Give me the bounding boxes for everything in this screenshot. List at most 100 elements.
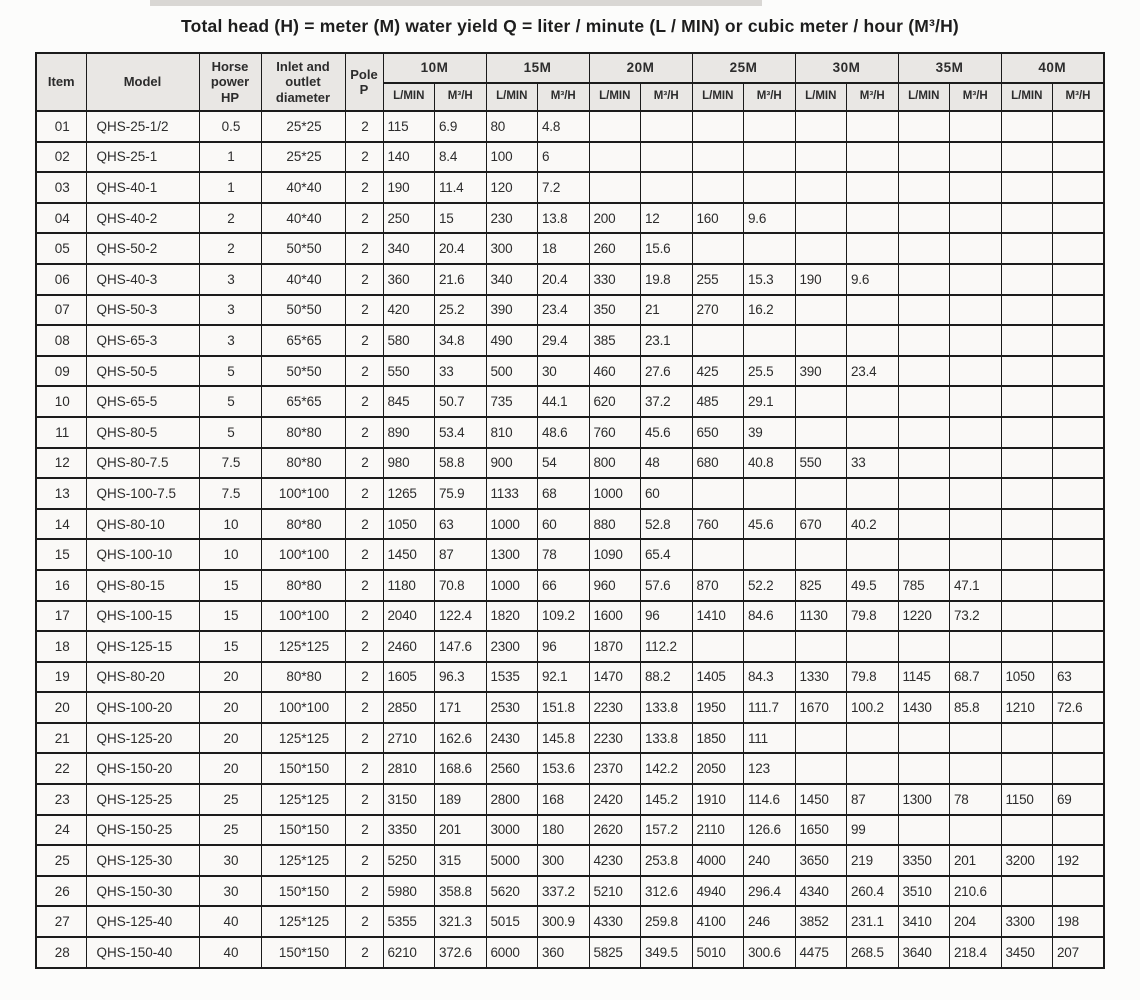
cell-item: 02 (35, 140, 87, 174)
cell-pole: 2 (344, 813, 384, 847)
cell-m3h-value: 78 (949, 783, 1002, 816)
cell-m3h-value: 58.8 (434, 446, 487, 480)
cell-m3h-value (846, 201, 899, 235)
cell-lmin-value: 3350 (897, 844, 950, 877)
cell-model: QHS-80-5 (85, 415, 200, 449)
cell-m3h-value: 50.7 (434, 385, 487, 418)
cell-hp: 25 (198, 783, 262, 816)
cell-lmin-value: 1330 (794, 660, 847, 694)
cell-m3h-value: 180 (537, 813, 590, 847)
cell-diameter: 40*40 (260, 201, 346, 235)
table-row: 18 QHS-125-15 15 125*125 2 2460 147.6 2300 96 187… (35, 630, 1105, 663)
cell-lmin-value: 1000 (588, 477, 641, 510)
cell-m3h-value: 16.2 (743, 293, 796, 327)
cell-lmin-value (1000, 415, 1053, 449)
cell-lmin-value: 115 (382, 110, 435, 143)
cell-m3h-value: 48.6 (537, 415, 590, 449)
cell-m3h-value: 358.8 (434, 874, 487, 908)
table-row: 15 QHS-100-10 10 100*100 2 1450 87 1300 78 1090 65… (35, 538, 1105, 571)
cell-lmin-value (1000, 874, 1053, 908)
cell-lmin-value: 260 (588, 232, 641, 265)
cell-lmin-value (794, 752, 847, 786)
cell-lmin-value: 4100 (691, 905, 744, 939)
cell-lmin-value: 800 (588, 446, 641, 480)
cell-model: QHS-25-1 (85, 140, 200, 174)
cell-m3h-value: 204 (949, 905, 1002, 939)
cell-lmin-value: 4230 (588, 844, 641, 877)
cell-lmin-value (1000, 507, 1053, 541)
cell-m3h-value: 218.4 (949, 936, 1002, 969)
cell-lmin-value: 1300 (485, 538, 538, 571)
cell-m3h-value (949, 110, 1002, 143)
cell-lmin-value: 1210 (1000, 691, 1053, 724)
cell-lmin-value: 550 (794, 446, 847, 480)
cell-model: QHS-25-1/2 (85, 110, 200, 143)
cell-diameter: 80*80 (260, 660, 346, 694)
cell-lmin-value: 5825 (588, 936, 641, 969)
cell-m3h-value: 11.4 (434, 171, 487, 204)
cell-m3h-value: 15 (434, 201, 487, 235)
cell-pole: 2 (344, 691, 384, 724)
cell-lmin-value: 4330 (588, 905, 641, 939)
cell-pole: 2 (344, 568, 384, 602)
cell-lmin-value: 1265 (382, 477, 435, 510)
cell-hp: 3 (198, 324, 262, 357)
cell-m3h-value (949, 171, 1002, 204)
cell-m3h-value (949, 630, 1002, 663)
cell-lmin-value: 785 (897, 568, 950, 602)
cell-item: 11 (35, 415, 87, 449)
cell-lmin-value: 3450 (1000, 936, 1053, 969)
cell-pole: 2 (344, 538, 384, 571)
cell-item: 25 (35, 844, 87, 877)
cell-model: QHS-150-40 (85, 936, 200, 969)
cell-m3h-value: 171 (434, 691, 487, 724)
cell-item: 13 (35, 477, 87, 510)
cell-diameter: 125*125 (260, 905, 346, 939)
cell-model: QHS-80-10 (85, 507, 200, 541)
cell-lmin-value: 2800 (485, 783, 538, 816)
cell-lmin-value: 1000 (485, 568, 538, 602)
subheader-lmin: L/MIN (691, 82, 744, 112)
cell-lmin-value (1000, 232, 1053, 265)
cell-m3h-value: 210.6 (949, 874, 1002, 908)
cell-lmin-value: 270 (691, 293, 744, 327)
cell-hp: 2 (198, 232, 262, 265)
head-group-15m: 15M (485, 52, 590, 84)
cell-lmin-value: 580 (382, 324, 435, 357)
cell-diameter: 100*100 (260, 599, 346, 633)
cell-m3h-value: 219 (846, 844, 899, 877)
cell-item: 16 (35, 568, 87, 602)
cell-model: QHS-100-20 (85, 691, 200, 724)
cell-m3h-value: 53.4 (434, 415, 487, 449)
cell-m3h-value (949, 201, 1002, 235)
cell-lmin-value (794, 110, 847, 143)
cell-hp: 10 (198, 538, 262, 571)
cell-lmin-value (897, 446, 950, 480)
cell-lmin-value: 5210 (588, 874, 641, 908)
cell-m3h-value (1052, 324, 1105, 357)
cell-m3h-value: 231.1 (846, 905, 899, 939)
cell-m3h-value: 192 (1052, 844, 1105, 877)
cell-diameter: 125*125 (260, 783, 346, 816)
cell-lmin-value: 5355 (382, 905, 435, 939)
cell-hp: 20 (198, 660, 262, 694)
cell-lmin-value: 1300 (897, 783, 950, 816)
cell-lmin-value: 1405 (691, 660, 744, 694)
cell-lmin-value: 1950 (691, 691, 744, 724)
cell-m3h-value: 259.8 (640, 905, 693, 939)
cell-lmin-value: 255 (691, 262, 744, 296)
cell-hp: 30 (198, 874, 262, 908)
cell-lmin-value (897, 752, 950, 786)
cell-m3h-value: 133.8 (640, 721, 693, 755)
table-row: 19 QHS-80-20 20 80*80 2 1605 96.3 1535 92.1 1470 8… (35, 660, 1105, 694)
cell-diameter: 40*40 (260, 262, 346, 296)
cell-item: 06 (35, 262, 87, 296)
cell-model: QHS-125-25 (85, 783, 200, 816)
cell-model: QHS-40-3 (85, 262, 200, 296)
cell-diameter: 125*125 (260, 721, 346, 755)
cell-lmin-value (1000, 110, 1053, 143)
cell-item: 26 (35, 874, 87, 908)
cell-model: QHS-150-30 (85, 874, 200, 908)
cell-hp: 3 (198, 293, 262, 327)
cell-lmin-value: 1410 (691, 599, 744, 633)
